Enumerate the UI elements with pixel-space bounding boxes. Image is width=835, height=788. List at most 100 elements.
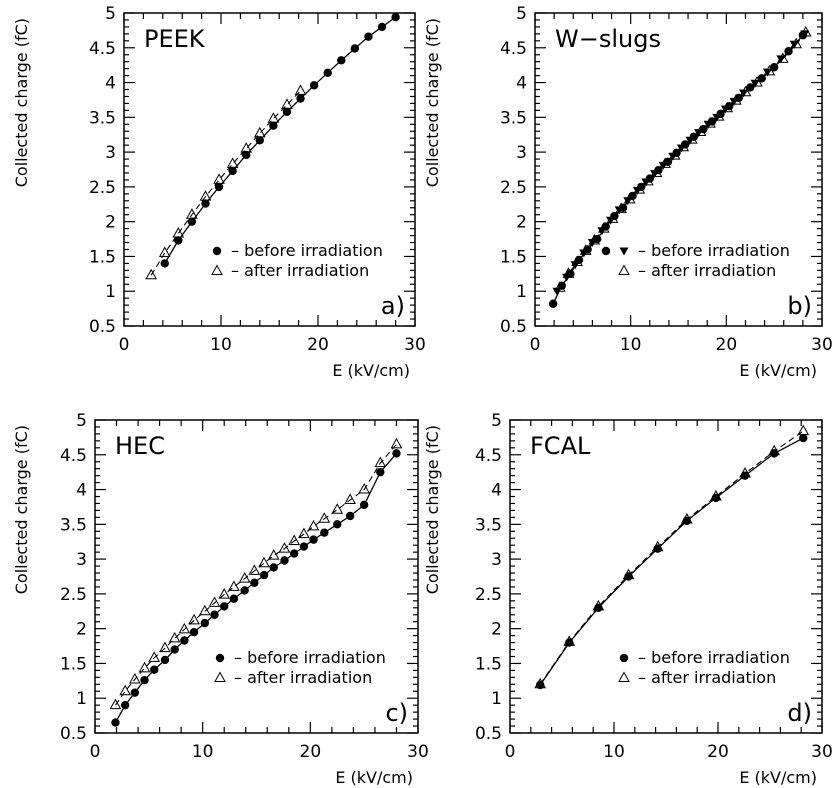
y-tick-label: 4.5 — [500, 39, 527, 59]
after-data-point — [390, 437, 403, 449]
before-data-point — [391, 12, 400, 22]
before-data-point — [280, 556, 289, 565]
x-tick-label: 0 — [530, 335, 541, 355]
y-tick-label: 4 — [105, 74, 116, 94]
after-data-point — [563, 635, 576, 646]
after-data-point — [704, 117, 716, 128]
after-data-point — [659, 157, 671, 168]
before-data-point — [140, 675, 149, 685]
after-data-point — [534, 677, 547, 689]
y-axis-title: Collected charge (fC) — [12, 425, 31, 594]
y-tick-label: 3.5 — [475, 515, 502, 535]
plot-frame — [509, 419, 823, 734]
y-tick-label: 3.5 — [89, 108, 116, 128]
before-data-point — [228, 166, 237, 176]
legend-before-text: – before irradiation — [234, 648, 386, 667]
after-data-point — [258, 556, 270, 568]
before-data-point — [229, 594, 239, 603]
after-data-point — [710, 489, 722, 501]
before-data-point — [160, 259, 169, 268]
after-data-point — [168, 631, 181, 643]
before-data-point — [376, 467, 385, 477]
legend-before-text: – before irradiation — [638, 241, 790, 260]
panel-c: 0.5 1 1.5 2 2.5 3 3.5 4 4.5 5 0 10 20 30 E (kV/cm) Coll… — [12, 411, 429, 787]
after-data-point — [358, 483, 371, 494]
after-data-point — [145, 268, 158, 280]
after-data-point — [680, 512, 693, 524]
y-tick-label: 3.5 — [500, 108, 527, 128]
y-tick-label: 3 — [105, 143, 116, 163]
after-data-point — [554, 281, 566, 292]
before2-data-point — [606, 216, 616, 225]
after-data-point — [592, 599, 605, 611]
before2-data-point — [776, 55, 786, 64]
y-tick-label: 3 — [516, 143, 527, 163]
before-data-point — [548, 299, 558, 308]
before-data-point — [624, 572, 633, 581]
before-data-point — [799, 433, 808, 443]
before-data-point — [174, 236, 183, 245]
after-data-point — [240, 142, 253, 153]
before2-data-point — [694, 129, 704, 138]
legend-before-marker — [601, 246, 611, 256]
before-data-point — [392, 449, 401, 458]
panel-title: W−slugs — [555, 25, 661, 53]
after-data-point — [776, 52, 789, 63]
x-tick-label: 30 — [811, 335, 833, 355]
panel-label: d) — [787, 699, 812, 727]
after-data-point — [712, 110, 725, 121]
before-data-point — [201, 199, 210, 208]
y-tick-label: 1 — [491, 689, 502, 709]
after-data-point — [158, 246, 171, 257]
after-data-point — [178, 622, 191, 634]
after-data-point — [686, 133, 698, 144]
before-data-point — [160, 655, 170, 665]
after-data-point — [119, 684, 131, 696]
after-fit-curve — [539, 430, 804, 685]
y-tick-label: 5 — [491, 411, 502, 431]
x-tick-label: 10 — [620, 335, 642, 355]
before-data-point — [757, 74, 766, 83]
after-data-point — [623, 192, 636, 204]
x-axis-title: E (kV/cm) — [739, 768, 817, 787]
after-data-point — [228, 580, 240, 591]
y-tick-label: 5 — [516, 4, 527, 24]
before2-data-point — [587, 239, 597, 248]
before-data-point — [240, 586, 249, 595]
before2-data-point — [641, 178, 651, 187]
before-data-point — [189, 627, 199, 637]
before-data-point — [323, 68, 332, 78]
x-tick-label: 30 — [404, 335, 426, 355]
y-tick-label: 4 — [76, 481, 87, 501]
y-tick-label: 1 — [76, 689, 87, 709]
after-data-point — [188, 613, 200, 625]
x-tick-label: 20 — [307, 335, 329, 355]
after-data-point — [109, 698, 122, 710]
legend-after-marker — [211, 264, 223, 275]
before-data-point — [653, 544, 662, 553]
panel-a: 0.5 1 1.5 2 2.5 3 3.5 4 4.5 5 0 10 20 30 E (kV/cm) Coll… — [12, 4, 426, 380]
after-data-point — [606, 212, 619, 223]
y-tick-label: 1 — [516, 282, 527, 302]
before2-data-point — [632, 186, 642, 195]
after-data-point — [172, 226, 185, 238]
before2-data-point — [729, 97, 739, 106]
before-data-point — [377, 22, 387, 32]
y-axis-title: Collected charge (fC) — [12, 18, 31, 187]
after-data-point — [307, 519, 320, 531]
after-data-point — [238, 572, 251, 583]
legend-after-marker — [618, 264, 630, 275]
x-tick-label: 10 — [603, 742, 625, 762]
after-data-point — [148, 651, 161, 662]
before2-data-point — [668, 152, 678, 161]
after-data-point — [331, 503, 344, 514]
y-tick-label: 5 — [105, 4, 116, 24]
after-data-point — [278, 542, 291, 553]
panel-title: HEC — [115, 432, 165, 460]
before-data-point — [242, 150, 251, 160]
legend-before-marker — [212, 246, 222, 256]
x-axis-title: E (kV/cm) — [335, 768, 413, 787]
before-data-point — [784, 47, 793, 56]
after-data-point — [633, 183, 646, 194]
x-tick-label: 30 — [407, 742, 429, 762]
